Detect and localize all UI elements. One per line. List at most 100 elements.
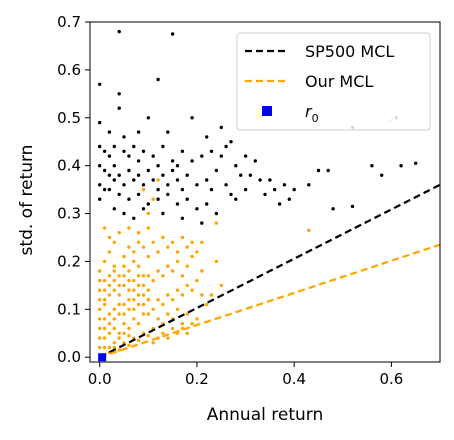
legend-label: SP500 MCL	[305, 42, 394, 61]
scatter-point	[132, 278, 136, 283]
scatter-point	[161, 274, 165, 278]
scatter-point	[132, 216, 136, 220]
scatter-point	[122, 302, 126, 307]
scatter-point	[190, 116, 194, 120]
scatter-point	[127, 343, 131, 347]
scatter-point	[185, 173, 189, 177]
scatter-point	[132, 288, 136, 292]
scatter-point	[112, 288, 117, 292]
scatter-point	[200, 269, 204, 273]
scatter-point	[117, 173, 121, 177]
scatter-point	[195, 250, 199, 254]
scatter-point	[117, 302, 121, 307]
scatter-point	[132, 317, 136, 321]
scatter-point	[98, 183, 102, 187]
scatter-point	[136, 130, 141, 134]
scatter-point	[350, 204, 355, 209]
scatter-point	[102, 336, 107, 340]
scatter-point	[200, 154, 204, 158]
scatter-point	[200, 293, 204, 297]
legend-label-subscript: 0	[312, 112, 319, 125]
legend-marker-swatch	[262, 106, 272, 116]
scatter-point	[146, 254, 150, 259]
scatter-point	[205, 178, 209, 182]
x-tick-label: 0.4	[282, 370, 306, 388]
scatter-point	[166, 130, 170, 134]
scatter-point	[248, 173, 253, 177]
scatter-point	[185, 283, 189, 288]
scatter-point	[141, 274, 146, 278]
scatter-point	[112, 164, 117, 168]
scatter-point	[185, 197, 189, 201]
scatter-point	[102, 168, 107, 173]
scatter-point	[219, 125, 223, 130]
scatter-point	[112, 317, 117, 321]
x-tick-label: 0.6	[379, 370, 403, 388]
scatter-point	[214, 211, 219, 216]
scatter-point	[102, 317, 107, 321]
scatter-point	[112, 269, 117, 273]
scatter-point	[224, 183, 228, 187]
scatter-point	[151, 197, 155, 201]
legend: SP500 MCL Our MCL r0	[236, 32, 431, 131]
sp500-mcl-line	[99, 183, 440, 359]
scatter-point	[307, 183, 311, 187]
scatter-point	[200, 240, 204, 244]
scatter-point	[180, 216, 185, 220]
scatter-point	[112, 326, 117, 331]
scatter-point	[136, 240, 141, 244]
scatter-point	[127, 226, 131, 230]
scatter-point	[175, 164, 180, 168]
scatter-point	[127, 197, 131, 201]
scatter-point	[107, 312, 112, 316]
scatter-point	[229, 192, 233, 197]
scatter-point	[180, 149, 185, 153]
scatter-point	[170, 269, 175, 273]
scatter-point	[146, 288, 150, 292]
x-axis-label: Annual return	[207, 405, 323, 425]
scatter-point	[195, 278, 199, 283]
scatter-point	[122, 264, 126, 268]
scatter-point	[117, 283, 121, 288]
scatter-point	[175, 202, 180, 206]
scatter-point	[170, 240, 175, 244]
scatter-point	[127, 288, 131, 292]
scatter-point	[112, 341, 117, 345]
scatter-point	[380, 173, 384, 177]
scatter-point	[102, 302, 107, 307]
scatter-point	[151, 278, 155, 283]
scatter-point	[132, 259, 136, 264]
scatter-point	[185, 331, 189, 335]
scatter-point	[151, 307, 155, 311]
scatter-point	[180, 187, 185, 192]
scatter-point	[107, 293, 112, 297]
scatter-point	[136, 173, 141, 177]
scatter-point	[185, 264, 189, 268]
scatter-point	[205, 202, 209, 206]
scatter-point	[112, 178, 117, 182]
axes-layer: 0.0 0.2 0.4 0.6 0.0 0.1 0.2 0.3 0.4 0.5 0.6 0.7	[57, 13, 441, 388]
scatter-point	[122, 322, 126, 326]
scatter-point	[170, 326, 175, 331]
scatter-point	[180, 293, 185, 297]
y-tick-label: 0.2	[57, 252, 81, 270]
scatter-point	[98, 336, 102, 340]
scatter-point	[141, 312, 146, 316]
scatter-point	[268, 178, 272, 182]
scatter-point	[209, 293, 214, 297]
scatter-point	[146, 274, 150, 278]
scatter-point	[146, 334, 150, 338]
scatter-point	[170, 298, 175, 302]
scatter-point	[117, 348, 121, 352]
scatter-point	[219, 154, 223, 158]
scatter-point	[112, 240, 117, 244]
scatter-point	[127, 326, 131, 331]
scatter-point	[146, 298, 150, 302]
scatter-point	[287, 197, 291, 201]
scatter-point	[282, 183, 287, 187]
scatter-point	[107, 250, 112, 254]
x-tick-label: 0.2	[185, 370, 209, 388]
scatter-point	[161, 144, 165, 149]
scatter-point	[117, 192, 121, 197]
